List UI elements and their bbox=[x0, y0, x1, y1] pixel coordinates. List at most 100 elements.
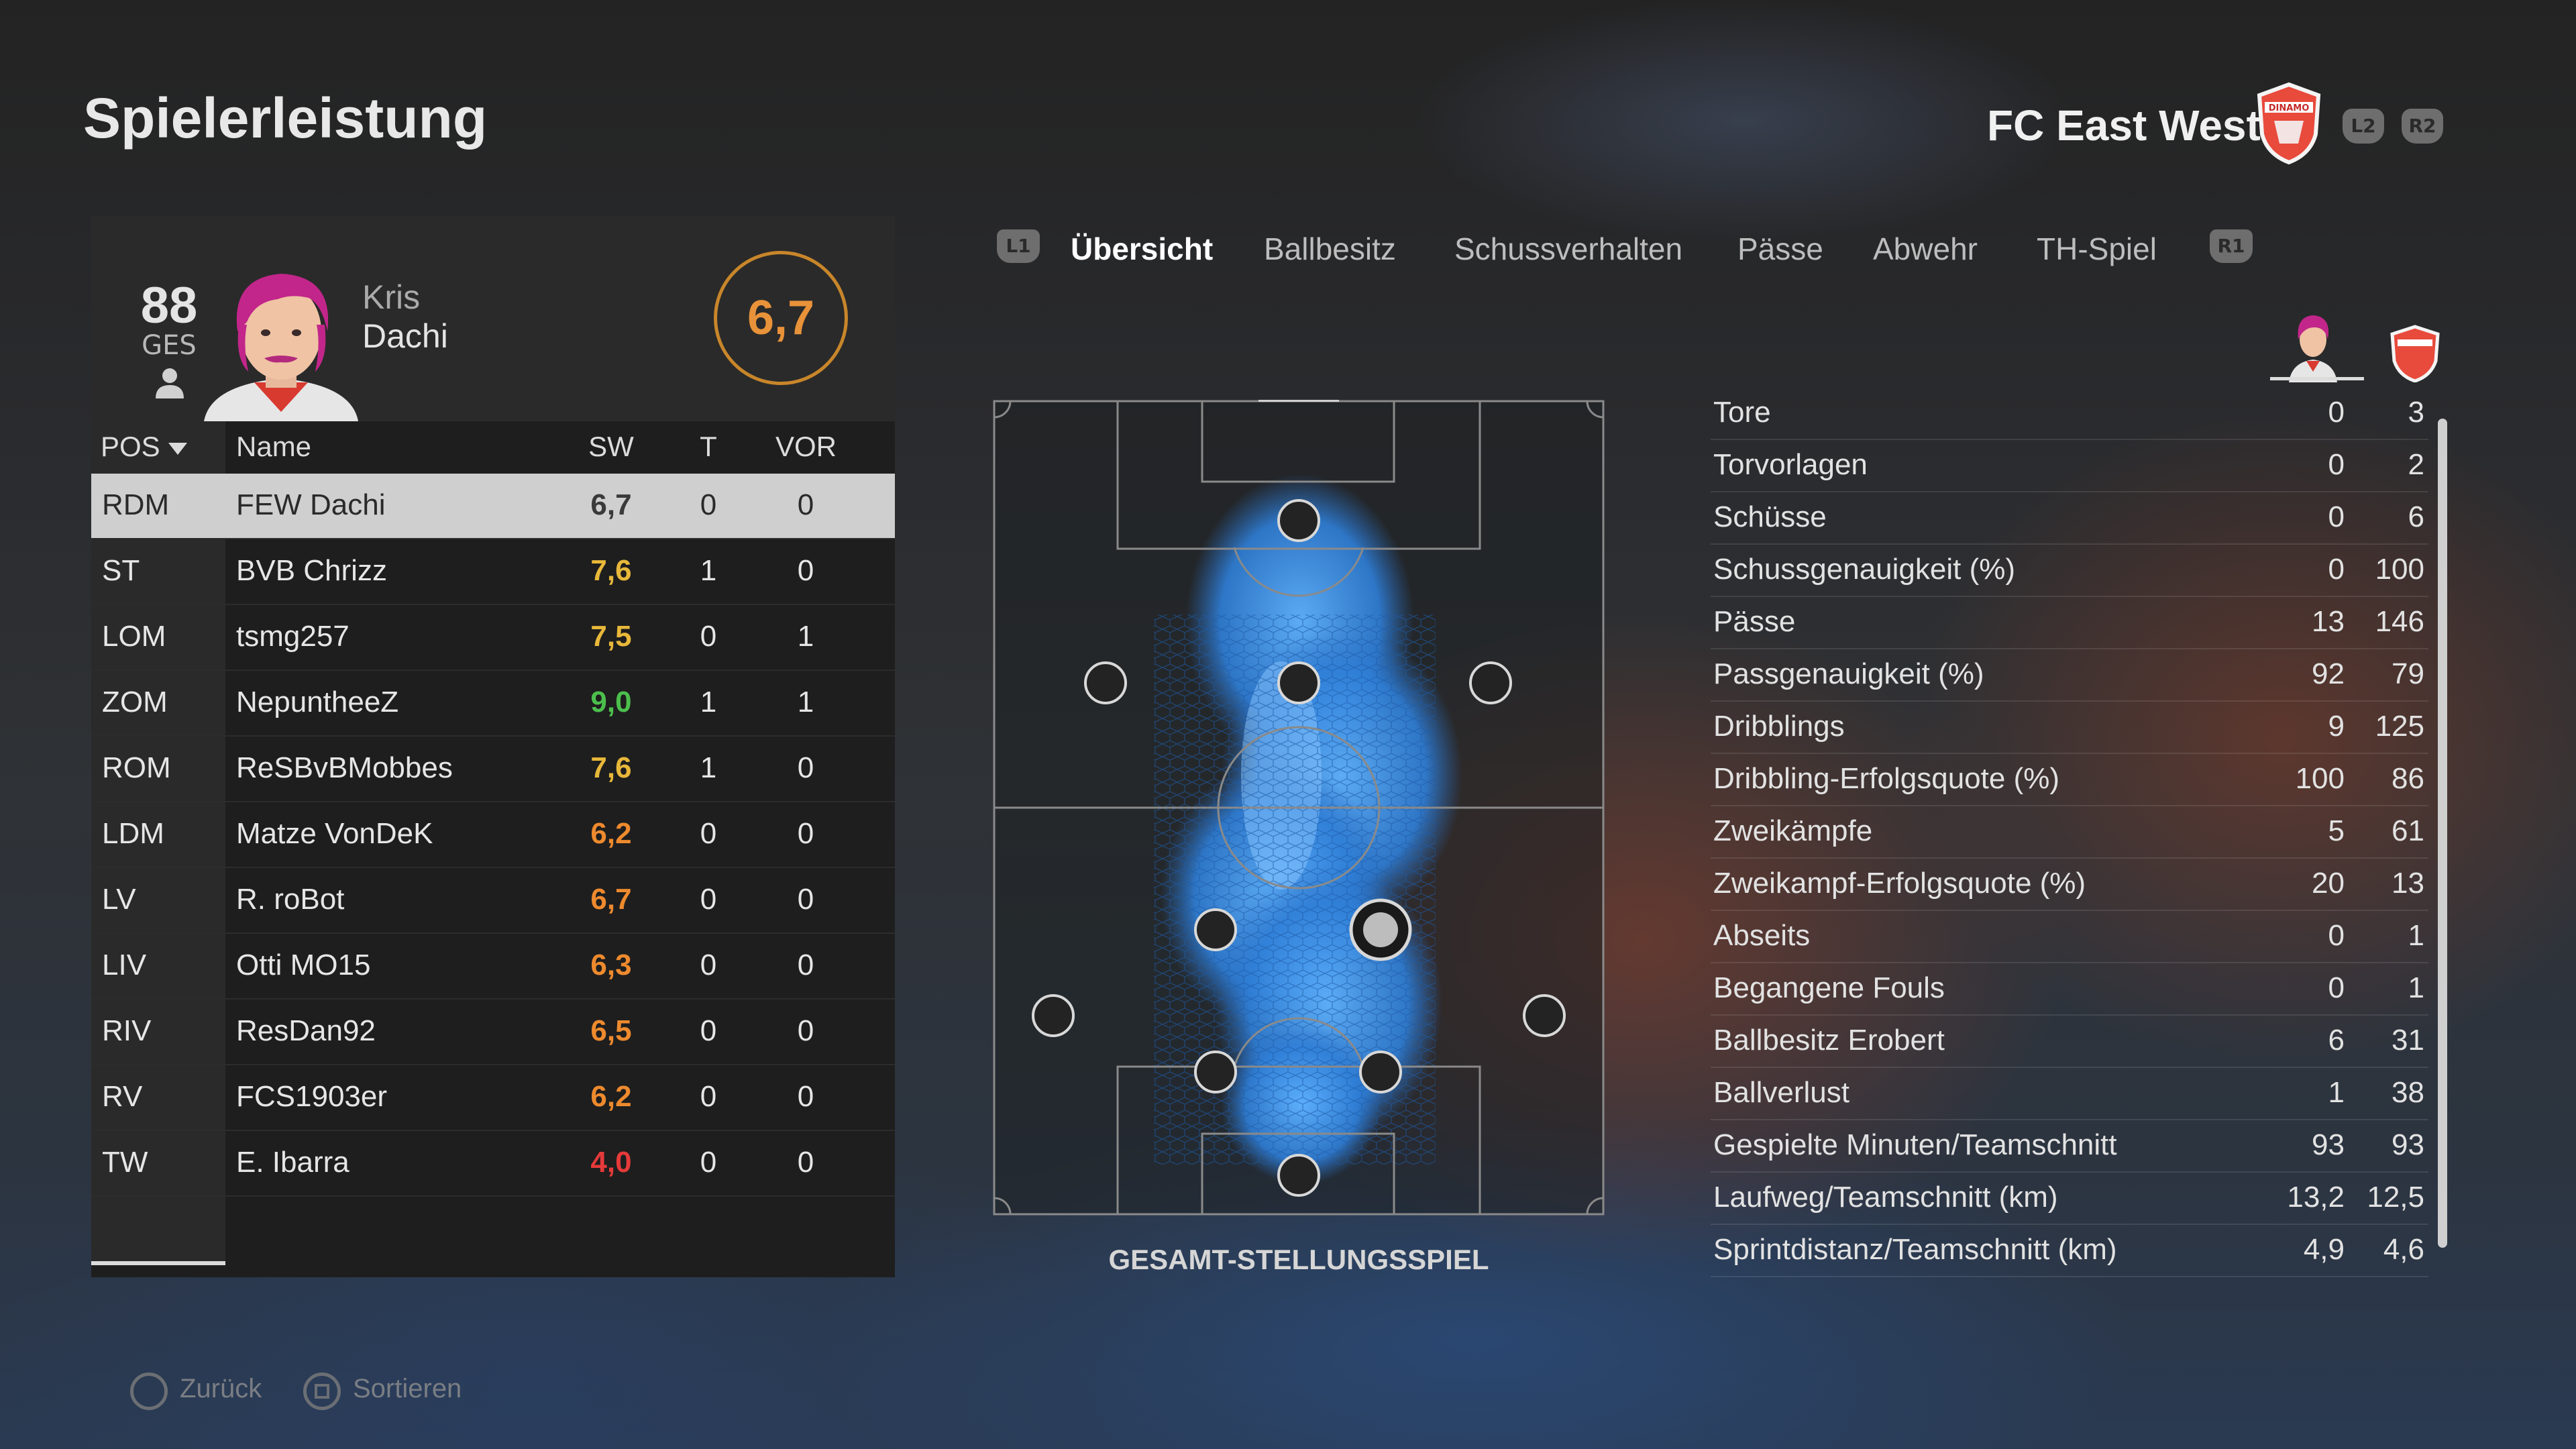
sort-hint[interactable]: Sortieren bbox=[353, 1374, 462, 1403]
positioning-heatmap-pitch bbox=[993, 400, 1605, 1216]
position-marker bbox=[1277, 661, 1320, 704]
tab-paesse[interactable]: Pässe bbox=[1737, 231, 1823, 266]
table-row[interactable]: ROM ReSBvBMobbes 7,6 1 0 bbox=[91, 737, 895, 802]
r1-button[interactable]: R1 bbox=[2210, 229, 2253, 263]
back-hint[interactable]: Zurück bbox=[180, 1374, 262, 1403]
circle-button-icon bbox=[130, 1373, 168, 1410]
row-goals: 0 bbox=[700, 620, 717, 653]
stat-player-value: 93 bbox=[2312, 1128, 2345, 1161]
player-match-rating: 6,7 bbox=[714, 251, 848, 385]
player-overall: 88 bbox=[140, 277, 198, 334]
square-glyph-icon bbox=[315, 1384, 329, 1399]
stat-team-value: 4,6 bbox=[2383, 1233, 2424, 1266]
stat-label: Torvorlagen bbox=[1713, 448, 1868, 481]
row-rating: 6,7 bbox=[590, 488, 632, 521]
row-player-name: E. Ibarra bbox=[236, 1146, 350, 1179]
stat-player-value: 0 bbox=[2328, 553, 2345, 586]
tab-abwehr[interactable]: Abwehr bbox=[1873, 231, 1978, 266]
table-row[interactable]: RIV ResDan92 6,5 0 0 bbox=[91, 1000, 895, 1065]
header-sw[interactable]: SW bbox=[588, 431, 634, 462]
row-player-name: ReSBvBMobbes bbox=[236, 751, 453, 784]
tab-ballbesitz[interactable]: Ballbesitz bbox=[1264, 231, 1396, 266]
stat-row: Begangene Fouls 0 1 bbox=[1711, 963, 2428, 1016]
player-first-name: Kris bbox=[362, 278, 421, 316]
row-assists: 0 bbox=[797, 949, 814, 981]
table-row[interactable]: ZOM NepuntheeZ 9,0 1 1 bbox=[91, 671, 895, 737]
stat-team-value: 13 bbox=[2392, 867, 2424, 900]
stat-player-value: 5 bbox=[2328, 814, 2345, 847]
row-assists: 0 bbox=[797, 751, 814, 784]
tab-schussverhalten[interactable]: Schussverhalten bbox=[1454, 231, 1683, 266]
stat-label: Schussgenauigkeit (%) bbox=[1713, 553, 2016, 586]
stat-label: Schüsse bbox=[1713, 500, 1827, 533]
table-row[interactable]: LV R. roBot 6,7 0 0 bbox=[91, 868, 895, 934]
row-assists: 0 bbox=[797, 488, 814, 521]
stat-player-value: 100 bbox=[2295, 762, 2345, 795]
table-row[interactable]: RDM FEW Dachi 6,7 0 0 bbox=[91, 474, 895, 539]
row-goals: 0 bbox=[700, 1080, 717, 1113]
stat-player-value: 1 bbox=[2328, 1076, 2345, 1109]
stats-scrollbar[interactable] bbox=[2438, 419, 2447, 1248]
pitch-label: GESAMT-STELLUNGSSPIEL bbox=[1108, 1244, 1489, 1275]
stat-team-value: 61 bbox=[2392, 814, 2424, 847]
player-avatar bbox=[204, 274, 358, 421]
stats-scroll-thumb[interactable] bbox=[2438, 419, 2447, 1248]
table-row[interactable]: LOM tsmg257 7,5 0 1 bbox=[91, 605, 895, 671]
row-assists: 0 bbox=[797, 817, 814, 850]
stat-team-value: 79 bbox=[2392, 657, 2424, 690]
header-vor[interactable]: VOR bbox=[775, 431, 837, 462]
stat-row: Passgenauigkeit (%) 92 79 bbox=[1711, 649, 2428, 702]
person-icon bbox=[156, 368, 184, 398]
row-player-name: Matze VonDeK bbox=[236, 817, 433, 850]
stat-team-value: 38 bbox=[2392, 1076, 2424, 1109]
row-goals: 0 bbox=[700, 949, 717, 981]
stat-label: Laufweg/Teamschnitt (km) bbox=[1713, 1181, 2058, 1214]
background-glow bbox=[1342, 0, 2348, 282]
row-rating: 6,5 bbox=[590, 1014, 632, 1047]
header-t[interactable]: T bbox=[700, 431, 717, 462]
header-pos-label: POS bbox=[101, 431, 160, 462]
row-rating: 6,7 bbox=[590, 883, 632, 916]
stat-label: Zweikämpfe bbox=[1713, 814, 1873, 847]
stat-player-value: 0 bbox=[2328, 971, 2345, 1004]
table-row[interactable]: ST BVB Chrizz 7,6 1 0 bbox=[91, 539, 895, 605]
table-row[interactable]: RV FCS1903er 6,2 0 0 bbox=[91, 1065, 895, 1131]
row-player-name: FEW Dachi bbox=[236, 488, 386, 521]
table-row[interactable]: TW E. Ibarra 4,0 0 0 bbox=[91, 1131, 895, 1197]
player-table: POS Name SW T VOR RDM FEW Dachi 6,7 0 0 ST BVB… bbox=[91, 421, 895, 1277]
position-marker bbox=[1194, 908, 1237, 951]
row-position: LOM bbox=[102, 620, 166, 653]
header-name[interactable]: Name bbox=[236, 431, 312, 462]
stat-row: Zweikampf-Erfolgsquote (%) 20 13 bbox=[1711, 859, 2428, 911]
stat-row: Gespielte Minuten/Teamschnitt 93 93 bbox=[1711, 1120, 2428, 1173]
position-column-background bbox=[91, 421, 225, 1264]
stat-row: Sprintdistanz/Teamschnitt (km) 4,9 4,6 bbox=[1711, 1225, 2428, 1277]
position-marker bbox=[1194, 1051, 1237, 1093]
stat-player-value: 4,9 bbox=[2303, 1233, 2345, 1266]
stat-row: Ballverlust 1 38 bbox=[1711, 1068, 2428, 1120]
row-player-name: ResDan92 bbox=[236, 1014, 376, 1047]
stat-player-value: 0 bbox=[2328, 396, 2345, 429]
row-rating: 6,2 bbox=[590, 1080, 632, 1113]
stat-row: Laufweg/Teamschnitt (km) 13,2 12,5 bbox=[1711, 1173, 2428, 1225]
l1-button[interactable]: L1 bbox=[997, 229, 1040, 263]
stat-team-value: 1 bbox=[2408, 971, 2424, 1004]
stat-row: Zweikämpfe 5 61 bbox=[1711, 806, 2428, 859]
tab-th-spiel[interactable]: TH-Spiel bbox=[2037, 231, 2157, 266]
l2-button[interactable]: L2 bbox=[2343, 109, 2384, 144]
stat-team-value: 100 bbox=[2375, 553, 2424, 586]
r2-button[interactable]: R2 bbox=[2402, 109, 2443, 144]
table-row[interactable]: LIV Otti MO15 6,3 0 0 bbox=[91, 934, 895, 1000]
table-row[interactable]: LDM Matze VonDeK 6,2 0 0 bbox=[91, 802, 895, 868]
stat-team-value: 125 bbox=[2375, 710, 2424, 743]
header-pos[interactable]: POS bbox=[101, 431, 187, 463]
player-last-name: Dachi bbox=[362, 317, 448, 355]
stat-player-value: 9 bbox=[2328, 710, 2345, 743]
stat-label: Zweikampf-Erfolgsquote (%) bbox=[1713, 867, 2086, 900]
stat-row: Schüsse 0 6 bbox=[1711, 492, 2428, 545]
stat-player-value: 0 bbox=[2328, 919, 2345, 952]
row-assists: 0 bbox=[797, 1014, 814, 1047]
tab-uebersicht[interactable]: Übersicht bbox=[1071, 231, 1214, 266]
stat-label: Tore bbox=[1713, 396, 1771, 429]
stat-label: Gespielte Minuten/Teamschnitt bbox=[1713, 1128, 2117, 1161]
